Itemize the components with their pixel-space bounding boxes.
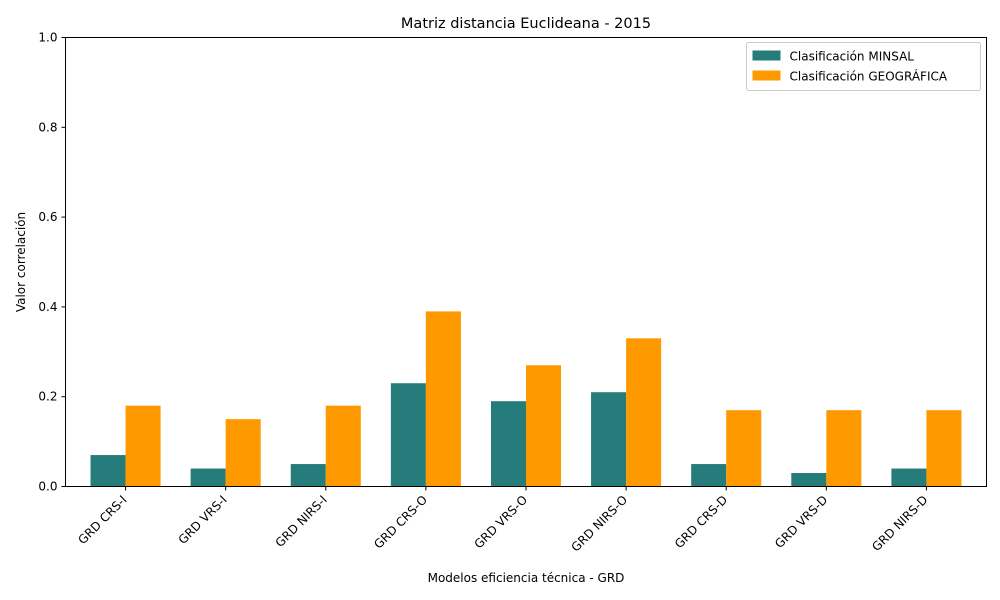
bar-geografica-grd-nirs-o xyxy=(626,338,662,487)
legend: Clasificación MINSAL Clasificación GEOGRÁ… xyxy=(746,42,981,91)
bar-geografica-grd-crs-o xyxy=(425,311,461,487)
bar-minsal-grd-nirs-i xyxy=(290,464,326,487)
x-tick-label: GRD NIRS-D xyxy=(869,493,930,554)
y-tick-label: 0.6 xyxy=(38,210,57,224)
y-axis-label: Valor correlación xyxy=(14,212,28,312)
legend-label: Clasificación MINSAL xyxy=(790,50,915,64)
bar-geografica-grd-crs-d xyxy=(726,410,762,487)
bar-minsal-grd-vrs-o xyxy=(490,401,526,487)
y-tick-label: 0.2 xyxy=(38,390,57,404)
bar-geografica-grd-nirs-d xyxy=(926,410,962,487)
y-tick-label: 0.4 xyxy=(38,300,57,314)
bars-group xyxy=(90,311,962,487)
x-tick-label: GRD VRS-O xyxy=(471,493,530,552)
bar-minsal-grd-nirs-o xyxy=(591,392,627,487)
y-tick-label: 0.8 xyxy=(38,120,57,134)
bar-minsal-grd-nirs-d xyxy=(891,468,927,487)
x-tick-label: GRD NIRS-I xyxy=(273,493,330,550)
x-tick-label: GRD NIRS-O xyxy=(569,493,631,555)
y-axis: 0.0 0.2 0.4 0.6 0.8 1.0 xyxy=(38,31,66,494)
plot-frame xyxy=(65,37,987,487)
bar-minsal-grd-crs-i xyxy=(90,455,126,487)
legend-label: Clasificación GEOGRÁFICA xyxy=(790,69,948,84)
bar-geografica-grd-vrs-o xyxy=(526,365,562,487)
bar-minsal-grd-vrs-i xyxy=(190,468,226,487)
bar-geografica-grd-vrs-i xyxy=(225,419,261,487)
y-tick-label: 0.0 xyxy=(38,480,57,494)
chart-title: Matriz distancia Euclideana - 2015 xyxy=(401,16,651,32)
x-tick-label: GRD VRS-D xyxy=(772,493,830,551)
x-tick-label: GRD CRS-I xyxy=(75,493,129,547)
legend-frame xyxy=(746,42,981,91)
y-tick-label: 1.0 xyxy=(38,31,57,45)
bar-minsal-grd-crs-d xyxy=(691,464,727,487)
x-tick-label: GRD CRS-D xyxy=(672,493,730,551)
bar-minsal-grd-vrs-d xyxy=(791,473,827,487)
bar-geografica-grd-nirs-i xyxy=(325,405,361,487)
x-tick-label: GRD VRS-I xyxy=(176,493,230,547)
legend-swatch xyxy=(752,70,781,81)
x-axis: GRD CRS-I GRD VRS-I GRD NIRS-I GRD CRS-O GRD… xyxy=(75,486,931,555)
bar-geografica-grd-crs-i xyxy=(125,405,161,487)
x-tick-label: GRD CRS-O xyxy=(371,493,430,552)
x-axis-label: Modelos eficiencia técnica - GRD xyxy=(428,571,625,585)
bar-minsal-grd-crs-o xyxy=(390,383,426,487)
legend-swatch xyxy=(752,50,781,61)
bar-geografica-grd-vrs-d xyxy=(826,410,862,487)
